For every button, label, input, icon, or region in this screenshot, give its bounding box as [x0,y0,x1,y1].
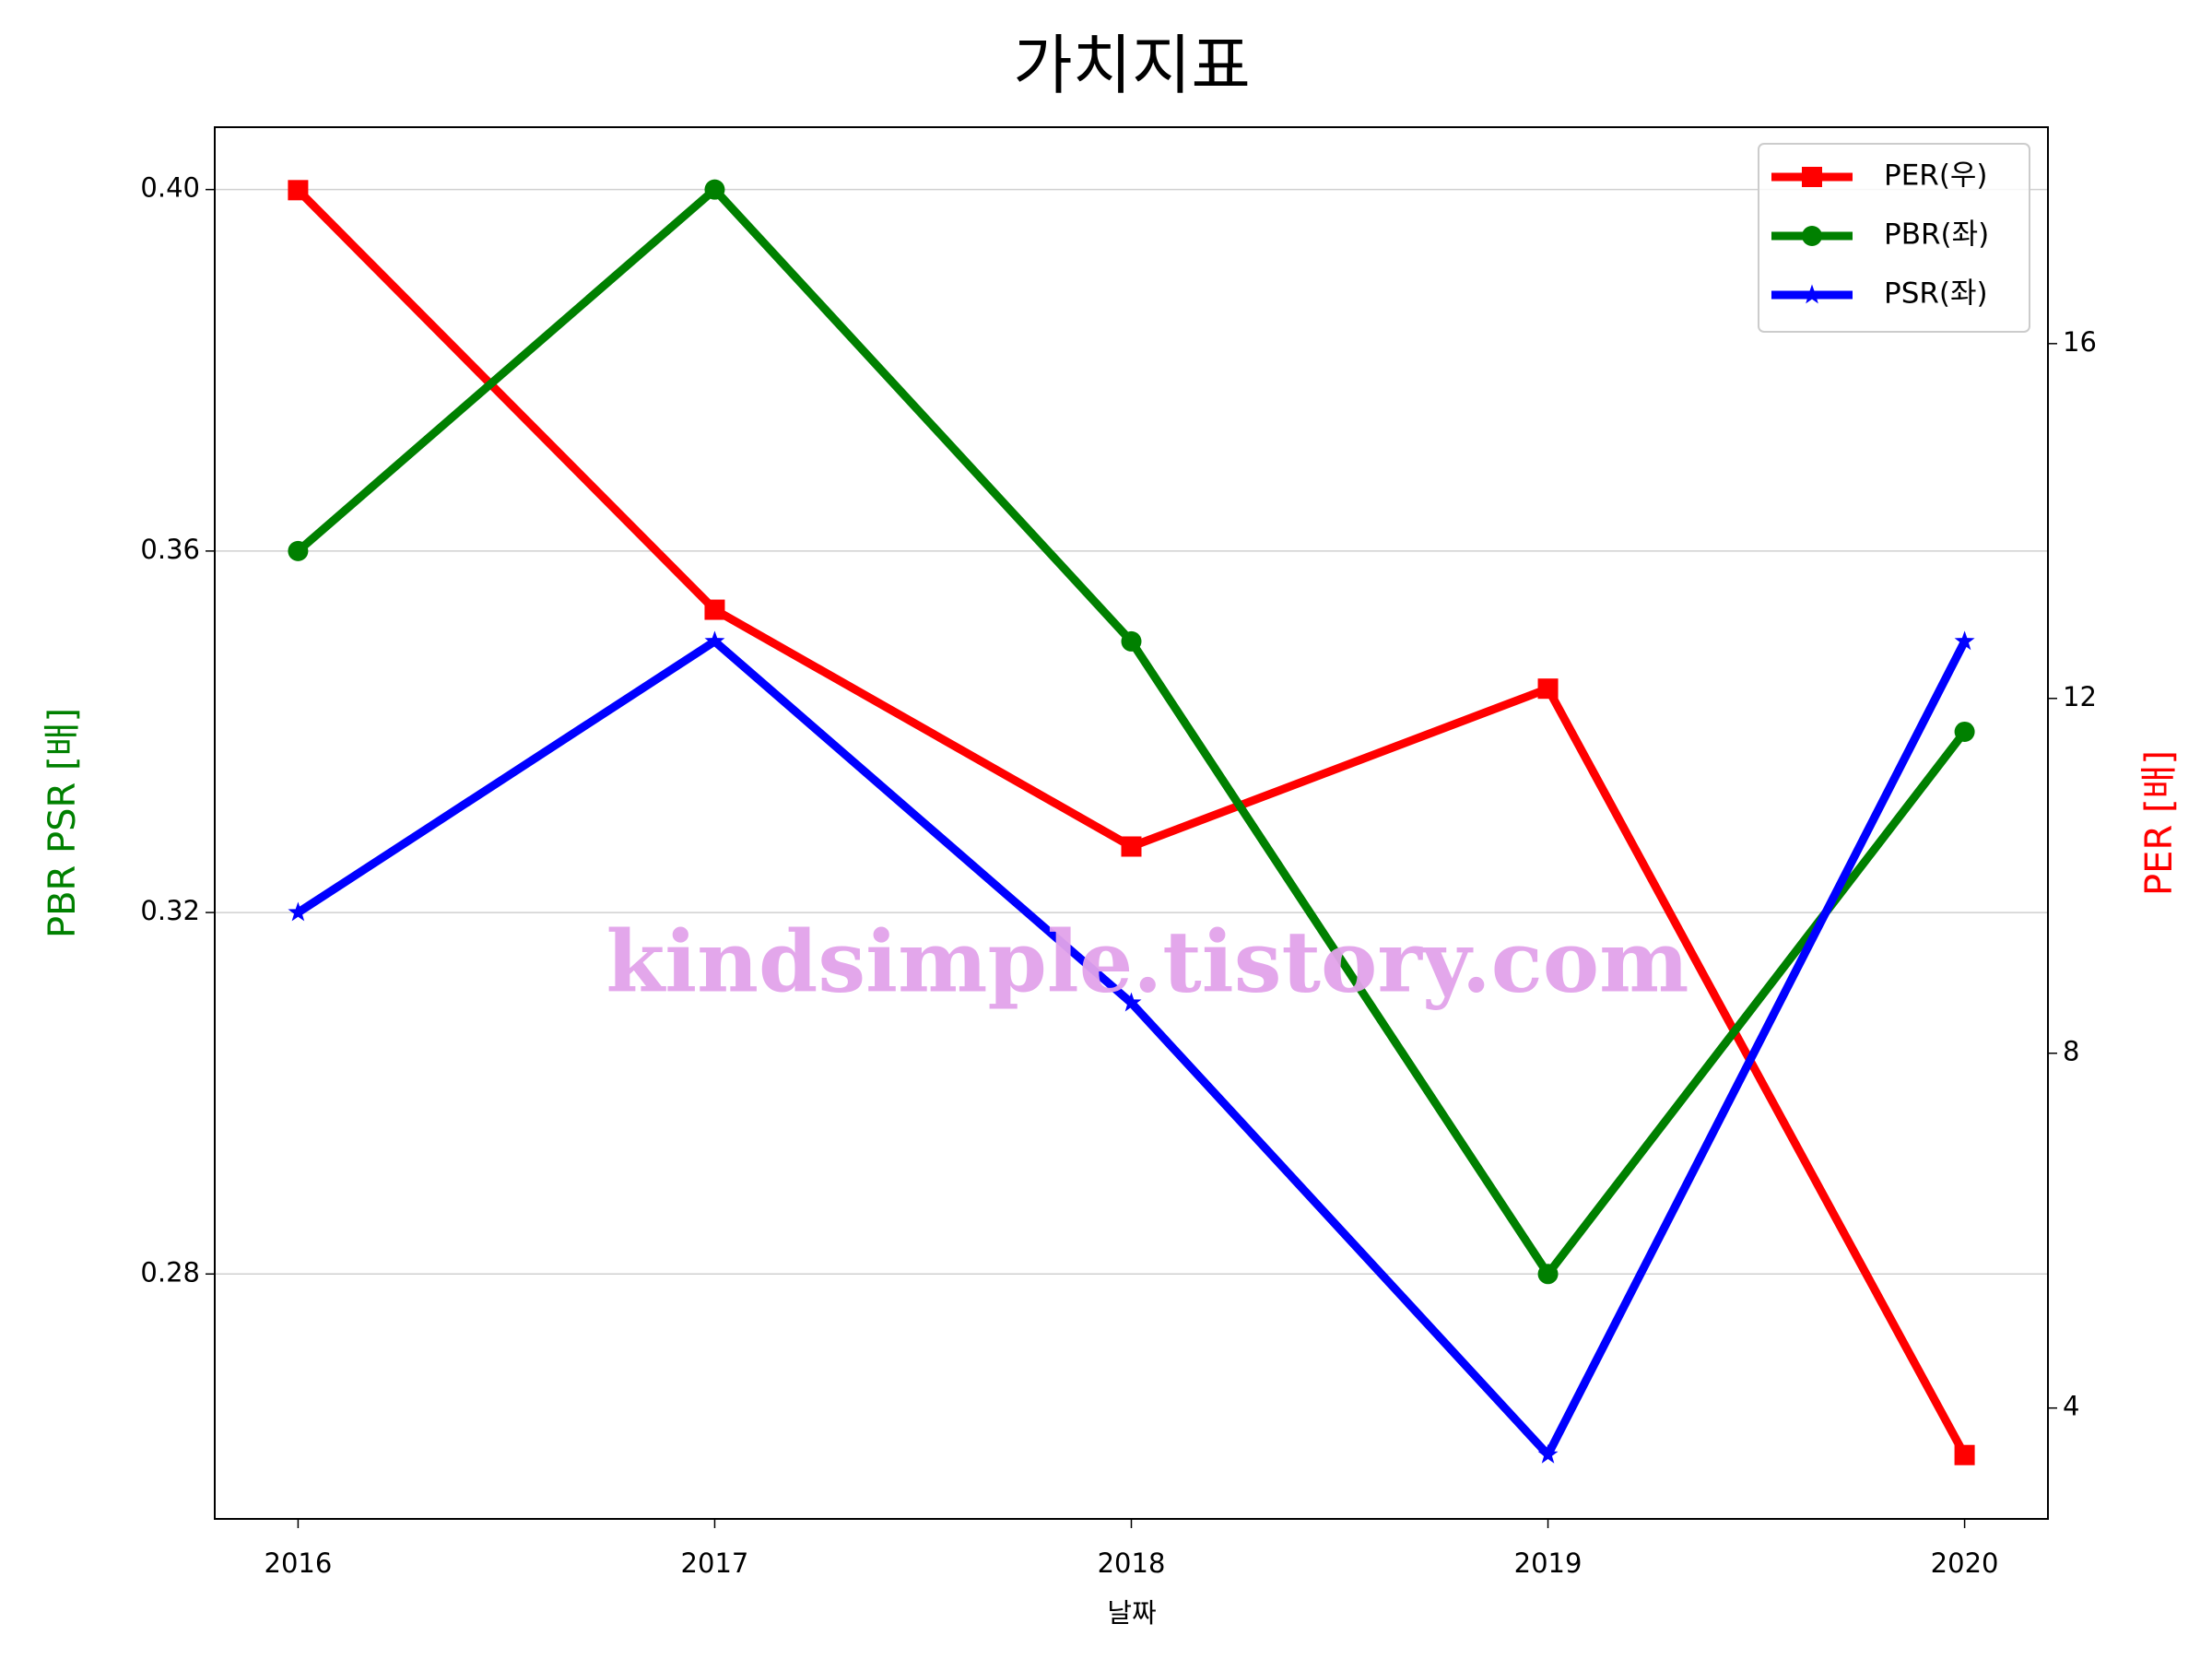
y-axis-label: PBR PSR [배] [41,708,84,938]
legend-label: PER(우) [1884,159,1988,193]
x-tick-label: 2016 [265,1547,333,1579]
y-tick-label: 0.28 [140,1256,200,1288]
marker [1121,630,1142,652]
y-tick-label: 0.36 [140,534,200,565]
x-axis-label: 날짜 [1107,1597,1156,1629]
marker [704,179,725,200]
marker [1121,992,1142,1012]
legend-label: PSR(좌) [1884,277,1988,311]
marker [704,630,725,651]
y2-tick-label: 4 [2063,1391,2079,1422]
marker [1537,678,1559,700]
y2-tick-label: 16 [2063,326,2097,358]
marker [288,540,309,561]
legend-marker [1802,226,1822,246]
x-tick-label: 2019 [1514,1547,1583,1579]
y2-tick-label: 12 [2063,681,2097,712]
marker [1121,836,1142,857]
y-tick-label: 0.40 [140,172,200,204]
legend-box [1758,143,2030,333]
marker [288,901,309,922]
x-tick-label: 2020 [1931,1547,1999,1579]
marker [1537,1264,1559,1285]
y-tick-label: 0.32 [140,895,200,926]
y2-tick-label: 8 [2063,1036,2079,1067]
x-tick-label: 2017 [681,1547,749,1579]
marker [1954,721,1975,742]
chart-title: 가치지표 [1013,28,1251,103]
legend-marker [1802,167,1822,187]
legend-label: PBR(좌) [1884,218,1989,252]
marker [1954,1444,1975,1465]
legend-marker [1802,284,1822,304]
watermark: kindsimple.tistory.com [606,912,1688,1012]
marker [1537,1443,1559,1464]
y2-axis-label: PER [배] [2138,750,2181,896]
x-tick-label: 2018 [1098,1547,1166,1579]
marker [288,180,309,201]
plot-frame [214,126,2049,1520]
marker [704,599,725,620]
marker [1954,630,1975,651]
